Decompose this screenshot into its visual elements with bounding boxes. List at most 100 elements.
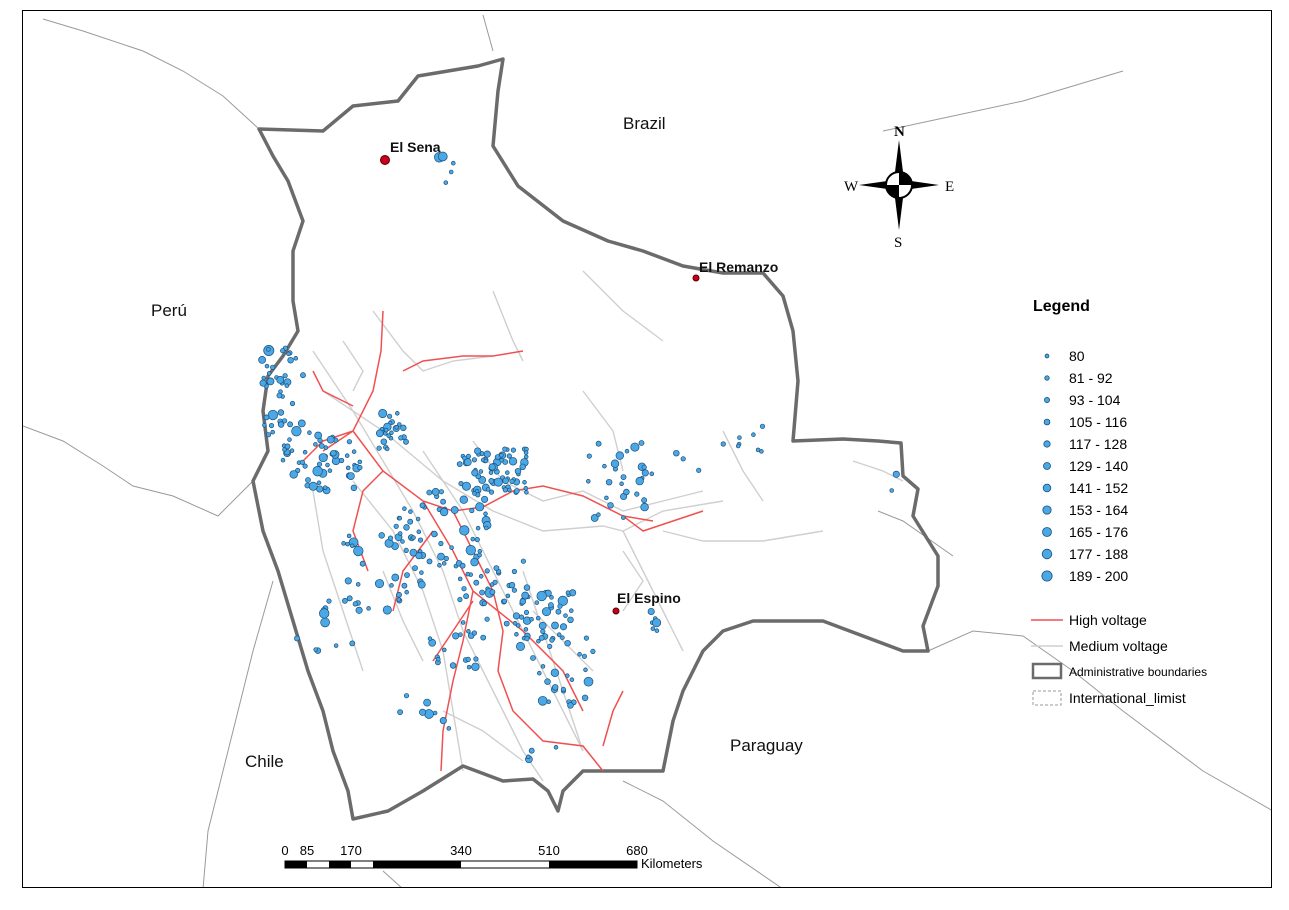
demand-point bbox=[505, 593, 511, 599]
demand-point bbox=[502, 446, 508, 452]
demand-point bbox=[411, 535, 416, 540]
demand-point bbox=[359, 560, 366, 567]
demand-point bbox=[526, 754, 531, 760]
demand-point bbox=[259, 379, 267, 387]
demand-point bbox=[395, 411, 400, 416]
legend-class-label: 93 - 104 bbox=[1069, 392, 1121, 408]
demand-point bbox=[345, 541, 350, 547]
demand-point bbox=[302, 463, 308, 469]
demand-point bbox=[470, 536, 476, 542]
demand-point bbox=[759, 423, 766, 429]
demand-point bbox=[535, 615, 541, 621]
demand-point bbox=[286, 351, 291, 357]
demand-point bbox=[471, 662, 480, 671]
demand-point bbox=[289, 400, 296, 407]
demand-point bbox=[551, 684, 559, 691]
demand-point bbox=[398, 435, 404, 441]
demand-point bbox=[396, 597, 402, 602]
demand-point bbox=[294, 635, 300, 642]
demand-point bbox=[615, 451, 624, 460]
demand-point bbox=[503, 620, 510, 627]
demand-point bbox=[394, 425, 399, 430]
demand-point bbox=[397, 422, 402, 427]
demand-point bbox=[565, 590, 571, 595]
demand-point bbox=[523, 454, 529, 460]
demand-point bbox=[353, 545, 364, 557]
demand-point bbox=[505, 470, 510, 475]
demand-point bbox=[419, 502, 426, 509]
demand-point bbox=[404, 572, 410, 579]
compass-north: N bbox=[894, 124, 905, 140]
demand-point bbox=[536, 638, 541, 644]
demand-point bbox=[530, 655, 536, 661]
demand-point bbox=[555, 608, 562, 615]
legend-class: 80 bbox=[1044, 348, 1085, 364]
legend-symbol bbox=[1044, 353, 1050, 359]
demand-point bbox=[507, 487, 512, 493]
demand-point bbox=[634, 491, 640, 497]
demand-point bbox=[461, 481, 471, 491]
demand-point bbox=[480, 634, 487, 641]
demand-point bbox=[515, 641, 526, 651]
demand-point bbox=[407, 518, 414, 525]
demand-point bbox=[641, 497, 648, 504]
demand-point bbox=[481, 600, 487, 606]
demand-point bbox=[488, 470, 494, 475]
demand-point bbox=[557, 603, 563, 609]
demand-point bbox=[465, 571, 471, 577]
demand-point bbox=[489, 589, 496, 596]
demand-point bbox=[384, 446, 390, 452]
demand-point bbox=[673, 449, 680, 457]
demand-point bbox=[457, 597, 463, 603]
demand-point bbox=[284, 383, 290, 388]
legend-symbol bbox=[1043, 418, 1051, 426]
demand-point bbox=[400, 539, 405, 544]
demand-point bbox=[475, 502, 485, 512]
demand-point bbox=[262, 423, 267, 428]
legend-class: 153 - 164 bbox=[1042, 502, 1128, 518]
legend-symbol bbox=[1041, 548, 1053, 560]
compass-west: W bbox=[844, 179, 859, 195]
demand-point bbox=[522, 480, 527, 485]
demand-point bbox=[326, 598, 332, 604]
demand-point bbox=[647, 607, 655, 616]
demand-point bbox=[426, 489, 433, 496]
town-marker-icon bbox=[612, 607, 620, 615]
demand-point bbox=[366, 606, 371, 611]
demand-point bbox=[471, 469, 479, 477]
scale-segment bbox=[549, 861, 637, 868]
demand-point bbox=[266, 377, 275, 386]
demand-point bbox=[265, 432, 272, 438]
demand-point bbox=[426, 558, 433, 565]
demand-point bbox=[380, 438, 388, 445]
demand-point bbox=[534, 600, 540, 605]
legend-symbol bbox=[1044, 375, 1050, 381]
country-label-brazil: Brazil bbox=[623, 114, 666, 133]
demand-point bbox=[470, 557, 479, 567]
demand-point bbox=[431, 488, 440, 496]
demand-point bbox=[565, 673, 570, 678]
demand-point bbox=[650, 626, 656, 631]
legend-class-label: 165 - 176 bbox=[1069, 524, 1128, 540]
demand-point bbox=[402, 506, 407, 511]
demand-point bbox=[557, 595, 568, 607]
demand-point bbox=[308, 481, 318, 491]
scale-tick-label: 170 bbox=[340, 843, 362, 858]
demand-point bbox=[344, 577, 352, 585]
demand-point bbox=[483, 450, 491, 458]
demand-point bbox=[469, 507, 475, 514]
demand-point bbox=[276, 376, 285, 384]
demand-point bbox=[484, 525, 489, 531]
demand-point bbox=[289, 448, 295, 453]
demand-point bbox=[389, 583, 394, 588]
town-el-espino: El Espino bbox=[612, 590, 681, 615]
demand-point bbox=[538, 634, 545, 641]
legend-symbol bbox=[1043, 462, 1051, 470]
demand-point bbox=[524, 490, 529, 495]
demand-point bbox=[471, 630, 477, 636]
demand-point bbox=[737, 435, 742, 440]
legend-class-label: 129 - 140 bbox=[1069, 458, 1128, 474]
demand-point bbox=[313, 647, 318, 652]
legend-class: 129 - 140 bbox=[1043, 458, 1128, 474]
demand-point bbox=[387, 535, 394, 541]
